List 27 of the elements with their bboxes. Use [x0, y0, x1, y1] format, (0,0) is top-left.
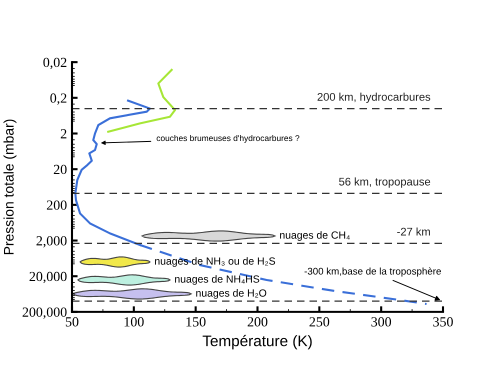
- y-tick-label: 200,000: [22, 307, 67, 319]
- annotation: nuages de NH₃ ou de H₂S: [155, 257, 276, 267]
- ref-line-label: -27 km: [397, 227, 430, 236]
- y-tick-label: 0,02: [43, 58, 66, 70]
- y-tick-label: 0,2: [50, 93, 66, 105]
- y-tick-label: 20,000: [30, 272, 67, 284]
- y-tick-label: 2: [60, 129, 66, 138]
- x-tick-label: 250: [310, 317, 330, 327]
- y-tick-label: 200: [46, 200, 67, 210]
- line-series: [107, 68, 176, 133]
- y-tick-label: 20: [54, 164, 67, 174]
- y-axis-title: Pression totale (mbar): [3, 120, 16, 254]
- ref-line-label: 56 km, tropopause: [339, 177, 430, 188]
- x-tick-label: 300: [371, 317, 392, 327]
- ref-line-label: 200 km, hydrocarbures: [318, 92, 430, 104]
- annotation: nuages de H₂O: [196, 289, 266, 299]
- x-tick-label: 200: [248, 317, 268, 327]
- annotation: nuages de NH₄HS: [175, 275, 260, 285]
- annotation: couches brumeuses d'hydrocarbures ?: [156, 134, 300, 143]
- x-tick-label: 100: [124, 317, 144, 327]
- x-tick-label: 50: [66, 317, 78, 327]
- x-tick-label: 150: [186, 317, 206, 327]
- annotation: -300 km,base de la troposphère: [304, 267, 441, 277]
- x-axis-title: Température (K): [202, 334, 312, 350]
- annotation: nuages de CH₄: [280, 231, 350, 241]
- x-tick-label: 350: [433, 317, 453, 327]
- y-tick-label: 2,000: [36, 236, 67, 248]
